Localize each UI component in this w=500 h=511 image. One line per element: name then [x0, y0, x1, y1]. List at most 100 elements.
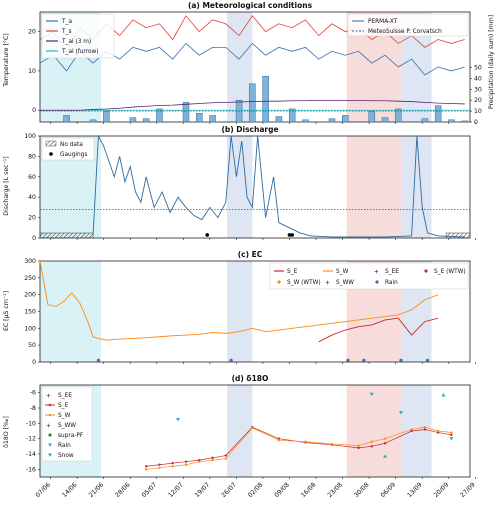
legend-label: S_E [287, 269, 298, 275]
d18o-point [357, 444, 360, 447]
y2-tick-label: 40 [474, 75, 482, 82]
d18o-point [330, 442, 334, 446]
d18o-point [144, 465, 148, 468]
precip-bar [328, 118, 336, 123]
x-date-label: 12/07 [167, 481, 185, 499]
d18o-point [370, 440, 373, 443]
y-tick-label: 100 [24, 133, 36, 140]
legend-swatch [48, 413, 52, 417]
d18o-point [277, 439, 281, 442]
precip-bar [182, 102, 190, 123]
legend-label: T_ai (furrow) [61, 49, 99, 55]
d18o-point [171, 462, 174, 465]
x-date-label: 30/08 [353, 481, 371, 499]
y-tick-label: 100 [24, 325, 36, 332]
legend-label: S_W (WTW) [287, 280, 321, 286]
precip-bar [395, 108, 402, 123]
legend-box [41, 386, 93, 462]
precip-bar [103, 110, 110, 123]
snow-marker [383, 454, 388, 458]
precip-bar [368, 110, 376, 123]
precip-bar [209, 115, 216, 123]
x-date-label: 28/06 [114, 481, 132, 499]
legend-label: No data [60, 142, 83, 148]
shaded-period [346, 136, 401, 238]
x-date-label: 02/08 [247, 481, 265, 499]
precip-bar [421, 118, 429, 123]
y2-tick-label: 30 [474, 86, 482, 93]
y-tick-label: 40 [28, 194, 36, 201]
y-tick-label: -8 [30, 405, 36, 412]
y2-tick-label: 10 [474, 108, 482, 115]
precip-bar [129, 117, 137, 123]
x-date-label: 19/07 [194, 481, 212, 499]
legend-b: No data Gaugings [41, 137, 95, 161]
panel-d-title: (d) δ18O [232, 374, 269, 383]
rain-marker [449, 437, 454, 441]
precip-bar [89, 119, 97, 123]
rain-point [96, 358, 100, 362]
d18o-point [198, 460, 201, 463]
x-date-label: 21/06 [88, 481, 106, 499]
d18o-point [158, 463, 161, 466]
y-tick-label: 0 [32, 359, 36, 366]
legend-a-left: T_a T_s T_ai (3 m) T_ai (furrow) [41, 13, 115, 59]
legend-box [269, 262, 469, 290]
y2-tick-label: 20 [474, 97, 482, 104]
legend-swatch [48, 443, 52, 447]
panel-a-ylabel-left: Temperature [°C] [2, 33, 10, 87]
legend-a-right: PERMA-XT MeteoSuisse P. Corvatsch [347, 13, 469, 37]
legend-swatch [48, 433, 52, 437]
shaded-period [227, 385, 253, 477]
rain-point [229, 358, 233, 362]
snow-marker [441, 392, 446, 397]
precip-bar [302, 119, 309, 123]
legend-label: S_E [58, 403, 69, 409]
y-tick-label: -16 [26, 466, 36, 473]
precip-bar [341, 115, 349, 123]
shaded-period [227, 261, 253, 362]
x-date-label: 16/08 [300, 481, 318, 499]
precip-bar [448, 119, 455, 123]
panel-a-ylabel-right: Precipitation (daily sum) [mm] [488, 15, 495, 109]
panel-c-ylabel: EC [μS cm⁻¹] [3, 291, 10, 331]
y-tick-label: 300 [24, 258, 36, 265]
ec-line-1 [318, 317, 439, 343]
shaded-period [346, 385, 401, 477]
rain-point [399, 358, 403, 362]
rain-marker [369, 392, 374, 397]
precip-bar [434, 105, 442, 123]
precip-bar [262, 75, 269, 123]
series-line-2 [40, 99, 465, 111]
legend-label: T_ai (3 m) [61, 39, 91, 45]
legend-label: S_EE [385, 269, 399, 275]
legend-swatch [48, 453, 52, 457]
legend-label: Snow [58, 453, 74, 459]
d18o-point [184, 463, 188, 466]
y-tick-label: -6 [30, 390, 36, 397]
no-data-block [445, 232, 471, 239]
precip-bar [156, 108, 163, 123]
legend-label: supra-PF [58, 433, 83, 439]
legend-swatch [277, 280, 281, 284]
rain-point [346, 358, 350, 362]
y-tick-label: 20 [28, 29, 36, 36]
d18o-point [211, 458, 214, 462]
d18o-point [158, 466, 161, 469]
panel-frame [39, 384, 471, 478]
precip-bar [142, 118, 150, 123]
d18o-point [304, 440, 307, 443]
d18o-point [383, 442, 387, 445]
shaded-period [227, 136, 253, 238]
legend-label: Gaugings [60, 152, 87, 158]
gauging-point [205, 233, 210, 237]
y-tick-label: 20 [28, 215, 36, 222]
legend-swatch: + [374, 270, 379, 276]
x-date-label: 06/09 [380, 481, 398, 499]
d18o-point [423, 425, 427, 429]
panel-frame [39, 135, 471, 239]
legend-swatch [424, 269, 428, 273]
d18o-point [370, 445, 373, 448]
d18o-point [211, 456, 214, 460]
